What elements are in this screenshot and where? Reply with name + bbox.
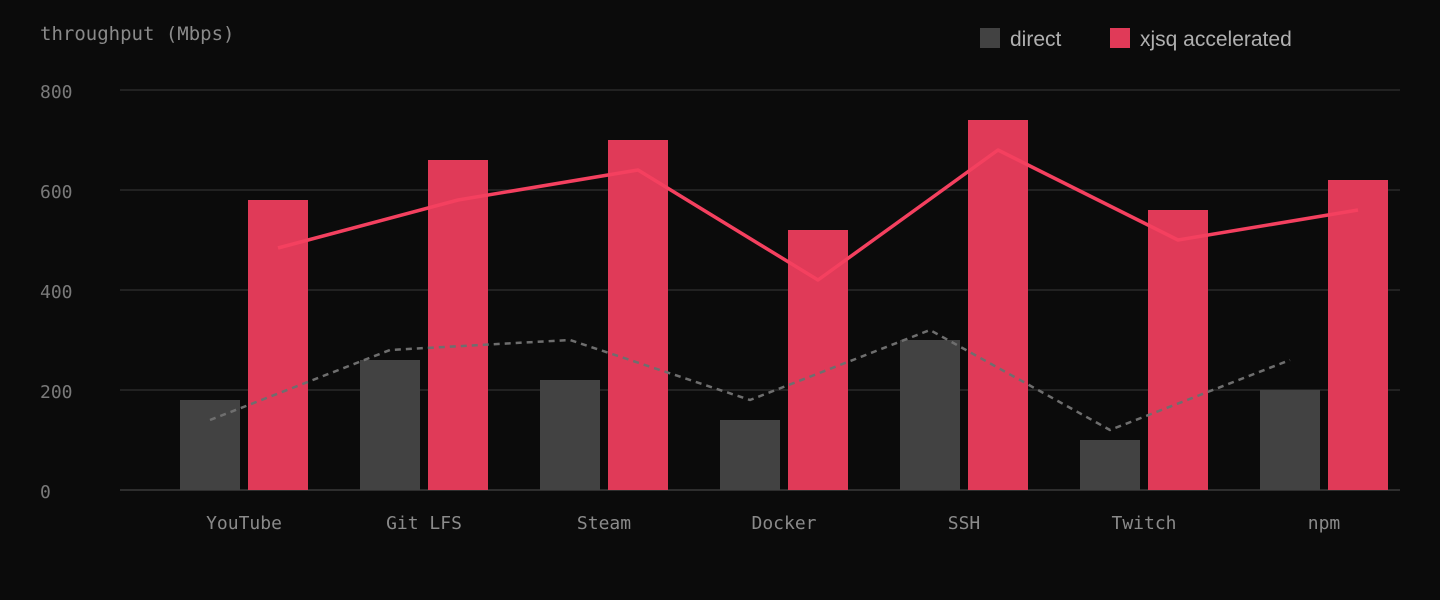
legend-label: direct — [1010, 28, 1062, 51]
legend: direct xjsq accelerated — [980, 28, 1292, 51]
bar — [428, 160, 488, 490]
bar — [788, 230, 848, 490]
bars — [180, 120, 1388, 490]
legend-swatch — [980, 28, 1000, 48]
x-tick-label: SSH — [948, 513, 981, 534]
bar — [360, 360, 420, 490]
x-tick-label: Twitch — [1111, 513, 1176, 534]
lines — [209, 148, 1359, 432]
trend-line — [209, 328, 1291, 432]
labels: 0 200 400 600 800 YouTube Git LFS Steam Docker SS… — [40, 82, 1340, 534]
bar — [540, 380, 600, 490]
x-tick-label: YouTube — [206, 513, 282, 534]
bar — [900, 340, 960, 490]
bar — [720, 420, 780, 490]
chart-title: throughput (Mbps) — [40, 23, 234, 45]
legend-label: xjsq accelerated — [1140, 28, 1292, 51]
x-tick-label: Git LFS — [386, 513, 462, 534]
bar — [968, 120, 1028, 490]
y-tick-label: 400 — [40, 282, 73, 303]
bar — [248, 200, 308, 490]
bar — [180, 400, 240, 490]
bar — [1080, 440, 1140, 490]
y-tick-label: 200 — [40, 382, 73, 403]
legend-swatch — [1110, 28, 1130, 48]
y-tick-label: 0 — [40, 482, 51, 503]
x-tick-label: Docker — [751, 513, 816, 534]
x-tick-label: npm — [1308, 513, 1341, 534]
x-tick-label: Steam — [577, 513, 631, 534]
bar — [608, 140, 668, 490]
bar — [1148, 210, 1208, 490]
bar — [1328, 180, 1388, 490]
y-tick-label: 800 — [40, 82, 73, 103]
y-tick-label: 600 — [40, 182, 73, 203]
bar — [1260, 390, 1320, 490]
trend-line — [277, 148, 1359, 282]
